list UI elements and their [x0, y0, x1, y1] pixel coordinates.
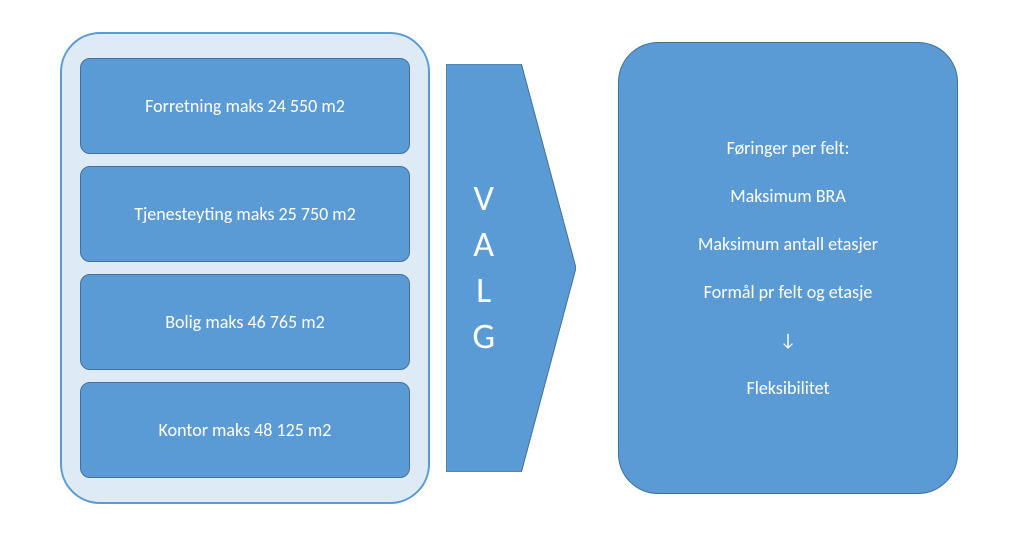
left-item: Bolig maks 46 765 m2	[80, 274, 410, 370]
right-line: Maksimum antall etasjer	[635, 233, 941, 255]
right-line: Føringer per felt:	[635, 137, 941, 159]
right-line: Formål pr felt og etasje	[635, 281, 941, 303]
left-item-label: Kontor maks 48 125 m2	[159, 419, 332, 441]
left-item: Forretning maks 24 550 m2	[80, 58, 410, 154]
diagram-stage: Forretning maks 24 550 m2 Tjenesteyting m…	[0, 0, 1023, 536]
left-item: Tjenesteyting maks 25 750 m2	[80, 166, 410, 262]
left-item-label: Bolig maks 46 765 m2	[165, 311, 324, 333]
right-line: Fleksibilitet	[635, 377, 941, 399]
arrow-pentagon: VALG	[446, 64, 576, 472]
right-line: Maksimum BRA	[635, 185, 941, 207]
left-item-label: Tjenesteyting maks 25 750 m2	[134, 203, 356, 225]
arrow-shape	[446, 64, 576, 472]
right-line: ↓	[635, 329, 941, 351]
left-container: Forretning maks 24 550 m2 Tjenesteyting m…	[60, 32, 430, 504]
right-container: Føringer per felt: Maksimum BRA Maksimum a…	[618, 42, 958, 494]
left-item: Kontor maks 48 125 m2	[80, 382, 410, 478]
left-item-label: Forretning maks 24 550 m2	[145, 95, 345, 117]
